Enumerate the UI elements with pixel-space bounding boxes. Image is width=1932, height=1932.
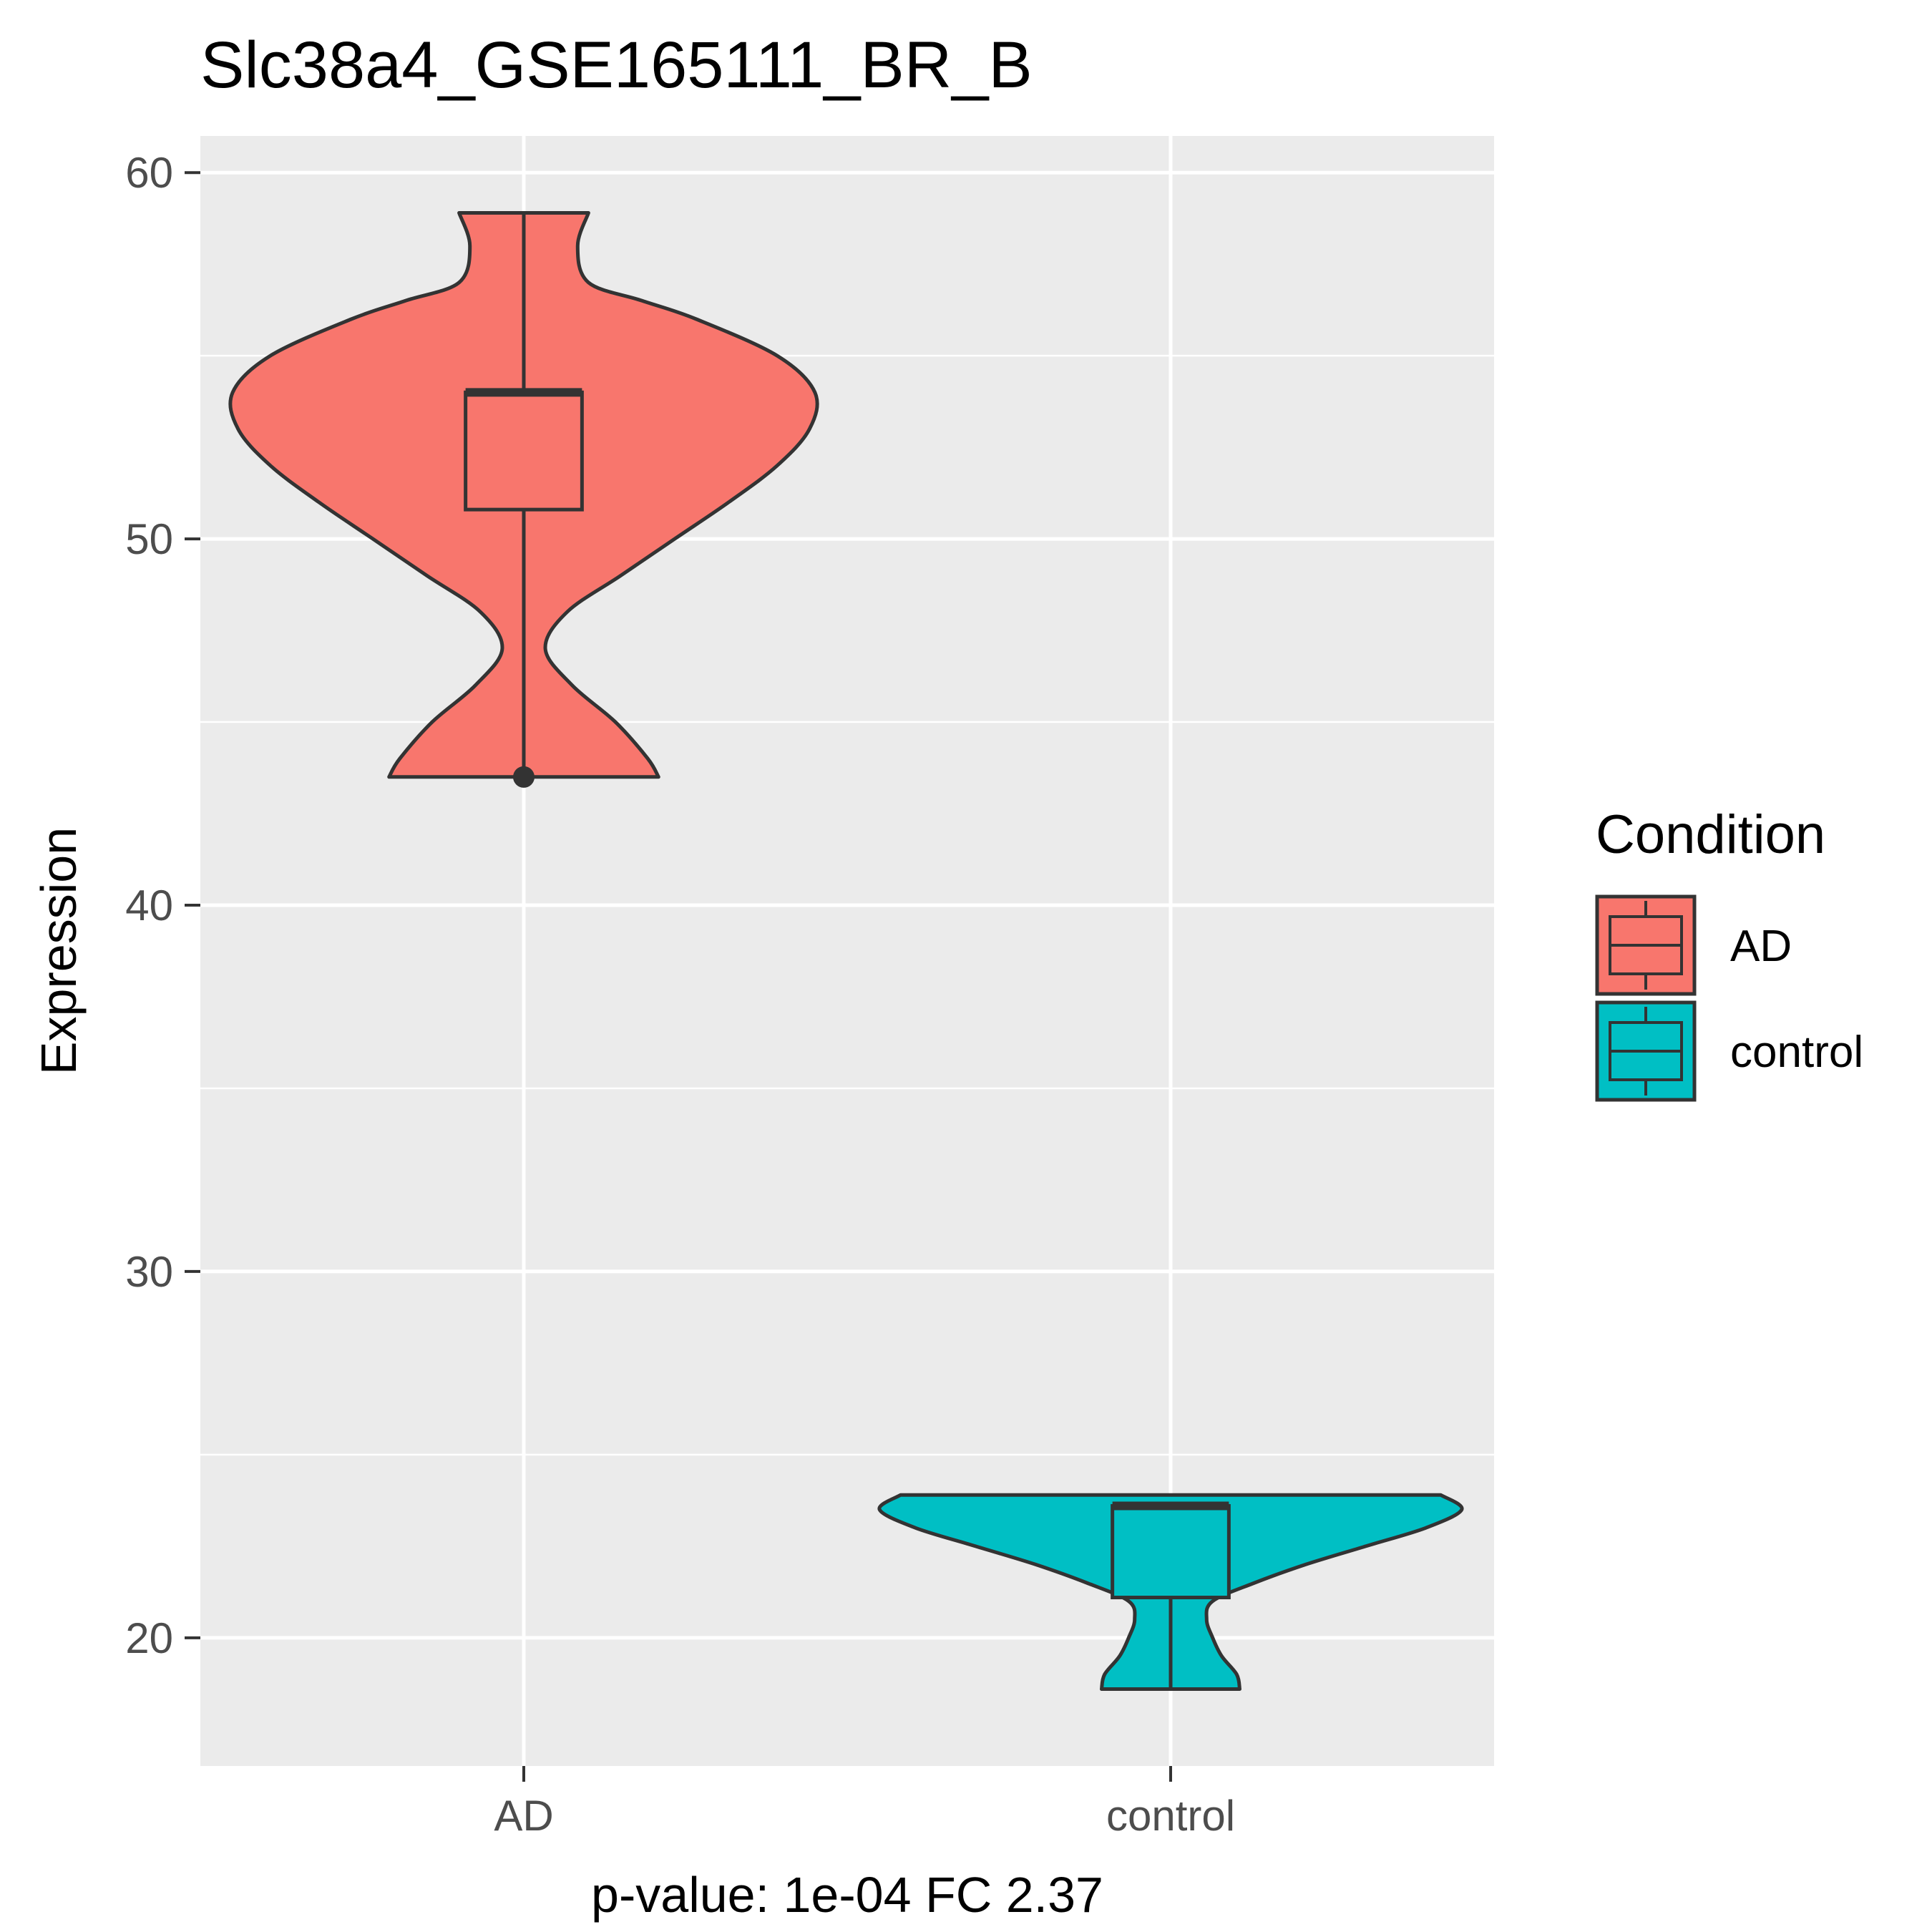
outlier-point	[513, 766, 535, 788]
legend-label-ad: AD	[1730, 922, 1792, 971]
y-tick-label: 20	[125, 1614, 173, 1662]
box-control	[1111, 1504, 1231, 1600]
x-tick-label: control	[1106, 1792, 1235, 1840]
legend-key-ad	[1595, 894, 1697, 996]
legend-title: Condition	[1596, 804, 1825, 865]
x-tick-label: AD	[494, 1792, 553, 1840]
chart-title: Slc38a4_GSE165111_BR_B	[200, 29, 1033, 102]
legend-key-control	[1595, 1000, 1697, 1102]
violins	[228, 211, 1464, 1691]
x-axis: AD control	[494, 1766, 1235, 1840]
y-tick-label: 50	[125, 515, 173, 563]
legend: Condition AD control	[1595, 804, 1863, 1102]
y-axis-title: Expression	[31, 827, 87, 1075]
legend-label-control: control	[1730, 1028, 1863, 1077]
box-ad	[464, 390, 584, 512]
y-axis: 20 30 40 50 60	[125, 149, 200, 1662]
y-tick-label: 60	[125, 149, 173, 197]
y-tick-label: 30	[125, 1248, 173, 1296]
x-axis-title: p-value: 1e-04 FC 2.37	[591, 1867, 1103, 1923]
y-tick-label: 40	[125, 882, 173, 930]
